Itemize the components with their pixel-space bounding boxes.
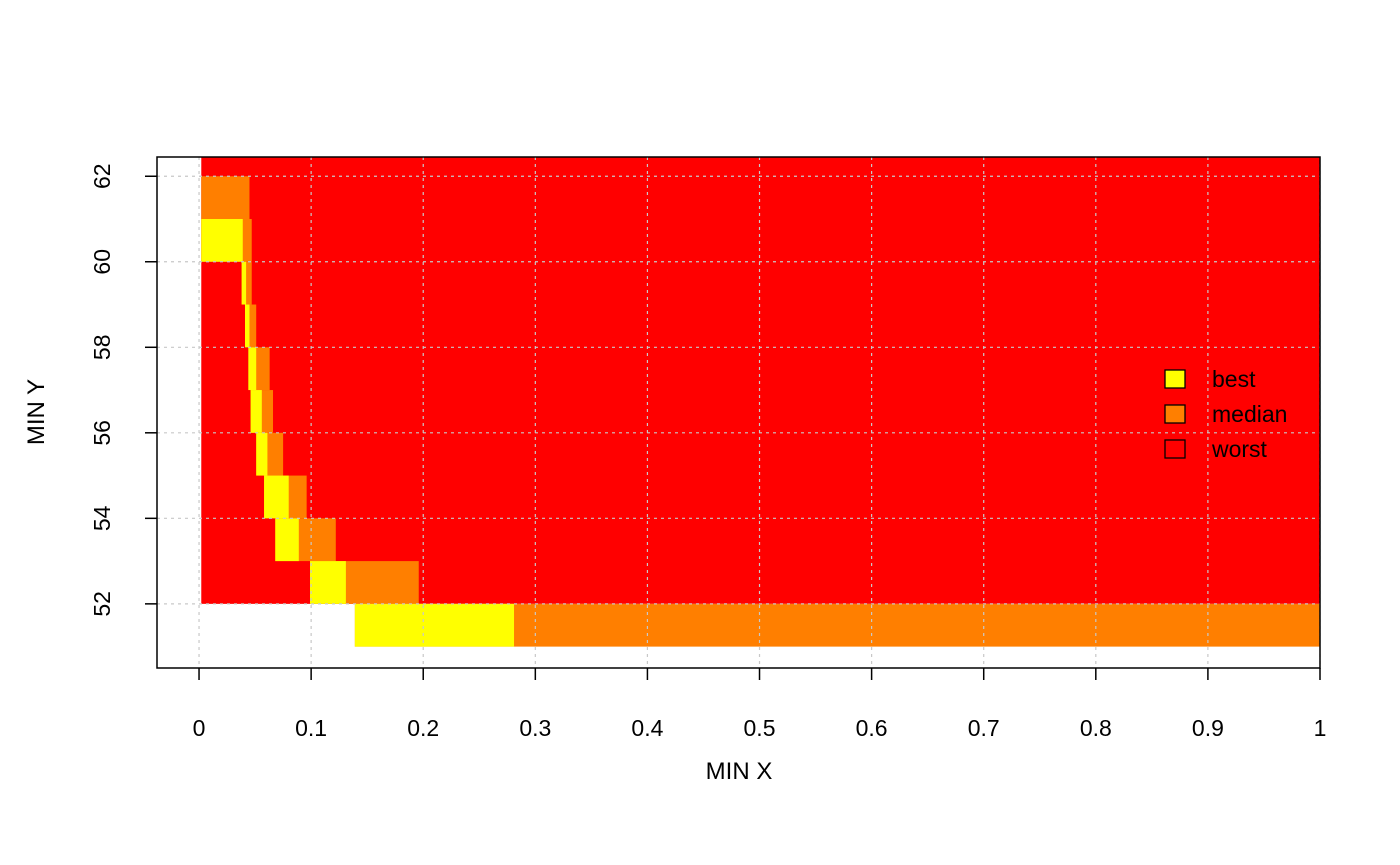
area-median-step-7 (245, 304, 257, 348)
legend-swatch-best (1164, 369, 1186, 389)
x-axis: 0 0.1 0.2 0.3 0.4 0.5 0.6 0.7 0.8 0.9 1 (193, 668, 1327, 741)
x-tick-label-7: 0.7 (968, 715, 1000, 741)
area-best-step-2 (275, 518, 299, 562)
area-best-step-0 (354, 603, 515, 647)
area-layer (201, 157, 1321, 647)
y-tick-label-1: 54 (89, 505, 115, 531)
y-tick-label-0: 52 (89, 591, 115, 617)
area-median-step-0 (354, 603, 1321, 647)
y-axis-title: MIN Y (23, 379, 50, 445)
x-axis-title: MIN X (706, 758, 773, 785)
area-worst-step-0 (201, 157, 1320, 604)
y-tick-label-5: 62 (89, 163, 115, 189)
area-best-step-3 (264, 475, 289, 519)
y-axis: 52 54 56 58 60 62 (89, 163, 157, 617)
area-best-step-7 (245, 304, 250, 348)
area-median-step-10 (201, 176, 250, 219)
area-best-step-4 (256, 432, 268, 476)
plot-frame (156, 156, 1321, 669)
x-tick-label-3: 0.3 (519, 715, 551, 741)
legend-label-median: median (1212, 401, 1287, 427)
legend-swatch-median (1164, 404, 1186, 424)
y-tick-label-4: 60 (89, 249, 115, 275)
legend-label-worst: worst (1211, 436, 1268, 462)
area-best-step-6 (248, 347, 257, 391)
x-tick-label-10: 1 (1314, 715, 1327, 741)
legend-label-best: best (1212, 366, 1256, 392)
x-tick-label-9: 0.9 (1192, 715, 1224, 741)
area-best-step-1 (310, 561, 346, 604)
x-tick-label-6: 0.6 (856, 715, 888, 741)
x-tick-label-4: 0.4 (631, 715, 663, 741)
y-tick-label-2: 56 (89, 420, 115, 446)
x-tick-label-8: 0.8 (1080, 715, 1112, 741)
x-tick-label-1: 0.1 (295, 715, 327, 741)
grid-layer (157, 157, 1321, 668)
legend: best median worst (1164, 366, 1287, 462)
x-tick-label-5: 0.5 (744, 715, 776, 741)
legend-swatch-worst (1164, 439, 1186, 459)
area-best-step-9 (201, 219, 243, 262)
y-tick-label-3: 58 (89, 334, 115, 360)
area-best-step-5 (250, 390, 262, 433)
x-tick-label-0: 0 (193, 715, 206, 741)
x-tick-label-2: 0.2 (407, 715, 439, 741)
area-best-step-8 (241, 261, 247, 305)
area-median-step-8 (241, 261, 252, 305)
